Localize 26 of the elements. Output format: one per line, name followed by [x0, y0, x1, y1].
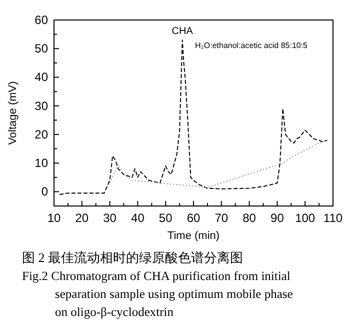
annotation: H₂O:ethanol:acetic acid 85:10:5: [195, 41, 308, 50]
y-tick-label: 20: [34, 127, 48, 142]
x-tick-label: 20: [75, 211, 89, 225]
text: on oligo-β-cyclodextrin: [55, 305, 174, 319]
y-tick-label: 60: [34, 13, 48, 27]
caption: 图 2 最佳流动相时的绿原酸色谱分离图: [22, 250, 243, 265]
x-tick-label: 80: [242, 211, 256, 225]
x-tick-label: 100: [295, 211, 316, 225]
y-tick-label: 30: [34, 98, 48, 113]
x-axis-title: Time (min): [167, 230, 220, 242]
x-tick-label: 50: [158, 211, 173, 225]
y-tick-label: 0: [41, 184, 48, 199]
y-tick-label: 10: [34, 156, 48, 170]
y-axis-title: Voltage (mV): [7, 81, 19, 145]
x-tick-label: 60: [186, 211, 200, 225]
x-tick-label: 30: [103, 211, 117, 225]
y-tick-label: 50: [34, 42, 48, 56]
x-tick-label: 10: [47, 211, 61, 225]
x-tick-label: 40: [131, 211, 145, 225]
x-tick-label: 90: [270, 211, 284, 225]
text: separation sample using optimum mobile phase: [55, 287, 294, 301]
y-tick-label: 40: [34, 70, 48, 84]
caption: Fig.2 Chromatogram of CHA purification from initial: [22, 269, 291, 283]
x-tick-label: 110: [323, 211, 343, 225]
x-tick-label: 70: [214, 211, 228, 225]
annotation: CHA: [172, 26, 194, 38]
